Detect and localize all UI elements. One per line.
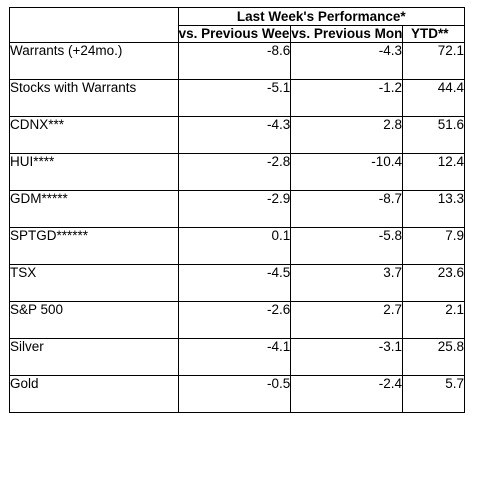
cell-ytd: 23.6 — [402, 264, 465, 302]
column-header-week: vs. Previous Week — [177, 24, 292, 43]
cell-ytd: 12.4 — [402, 153, 465, 191]
table-body: Warrants (+24mo.) -8.6 -4.3 72.1 Stocks with… — [9, 42, 465, 413]
cell-ytd: 51.6 — [402, 116, 465, 154]
column-header-ytd: YTD** — [402, 24, 465, 43]
table-row: Warrants (+24mo.) -8.6 -4.3 72.1 — [9, 42, 465, 80]
table-row: SPTGD****** 0.1 -5.8 7.9 — [9, 227, 465, 265]
cell-vs-week: 0.1 — [177, 227, 292, 265]
table-row: S&P 500 -2.6 2.7 2.1 — [9, 301, 465, 339]
row-label: HUI**** — [9, 153, 179, 191]
row-label: TSX — [9, 264, 179, 302]
row-label: CDNX*** — [9, 116, 179, 154]
cell-vs-month: -3.1 — [290, 338, 403, 376]
row-label: SPTGD****** — [9, 227, 179, 265]
cell-vs-week: -4.5 — [177, 264, 292, 302]
cell-vs-week: -2.6 — [177, 301, 292, 339]
cell-vs-week: -4.3 — [177, 116, 292, 154]
cell-vs-week: -2.9 — [177, 190, 292, 228]
header-row-group: Last Week's Performance* — [9, 7, 466, 43]
cell-vs-week: -0.5 — [177, 375, 292, 413]
table-row: HUI**** -2.8 -10.4 12.4 — [9, 153, 465, 191]
cell-vs-month: -4.3 — [290, 42, 403, 80]
group-header: Last Week's Performance* — [177, 7, 466, 26]
table-row: TSX -4.5 3.7 23.6 — [9, 264, 465, 302]
cell-vs-month: -10.4 — [290, 153, 403, 191]
row-label: Warrants (+24mo.) — [9, 42, 179, 80]
table-row: Silver -4.1 -3.1 25.8 — [9, 338, 465, 376]
cell-ytd: 7.9 — [402, 227, 465, 265]
row-label: GDM***** — [9, 190, 179, 228]
cell-vs-month: -8.7 — [290, 190, 403, 228]
cell-ytd: 25.8 — [402, 338, 465, 376]
cell-vs-month: -1.2 — [290, 79, 403, 117]
group-header-label: Last Week's Performance* — [236, 8, 406, 24]
row-label: Gold — [9, 375, 179, 413]
row-label: Stocks with Warrants — [9, 79, 179, 117]
cell-vs-month: -5.8 — [290, 227, 403, 265]
cell-vs-week: -8.6 — [177, 42, 292, 80]
corner-cell — [9, 7, 179, 43]
cell-vs-month: 2.7 — [290, 301, 403, 339]
cell-ytd: 5.7 — [402, 375, 465, 413]
cell-vs-week: -4.1 — [177, 338, 292, 376]
table-row: Gold -0.5 -2.4 5.7 — [9, 375, 465, 413]
column-header-month: vs. Previous Month — [290, 24, 403, 43]
row-label: Silver — [9, 338, 179, 376]
header-row-columns: vs. Previous Week vs. Previous Month YTD… — [10, 24, 465, 43]
cell-vs-week: -5.1 — [177, 79, 292, 117]
cell-vs-month: 2.8 — [290, 116, 403, 154]
performance-table: Last Week's Performance* vs. Previous We… — [9, 7, 466, 413]
cell-vs-week: -2.8 — [177, 153, 292, 191]
row-label: S&P 500 — [9, 301, 179, 339]
cell-ytd: 2.1 — [402, 301, 465, 339]
cell-ytd: 44.4 — [402, 79, 465, 117]
cell-ytd: 13.3 — [402, 190, 465, 228]
table-row: CDNX*** -4.3 2.8 51.6 — [9, 116, 465, 154]
table-row: Stocks with Warrants -5.1 -1.2 44.4 — [9, 79, 465, 117]
table-row: GDM***** -2.9 -8.7 13.3 — [9, 190, 465, 228]
cell-vs-month: -2.4 — [290, 375, 403, 413]
cell-ytd: 72.1 — [402, 42, 465, 80]
cell-vs-month: 3.7 — [290, 264, 403, 302]
